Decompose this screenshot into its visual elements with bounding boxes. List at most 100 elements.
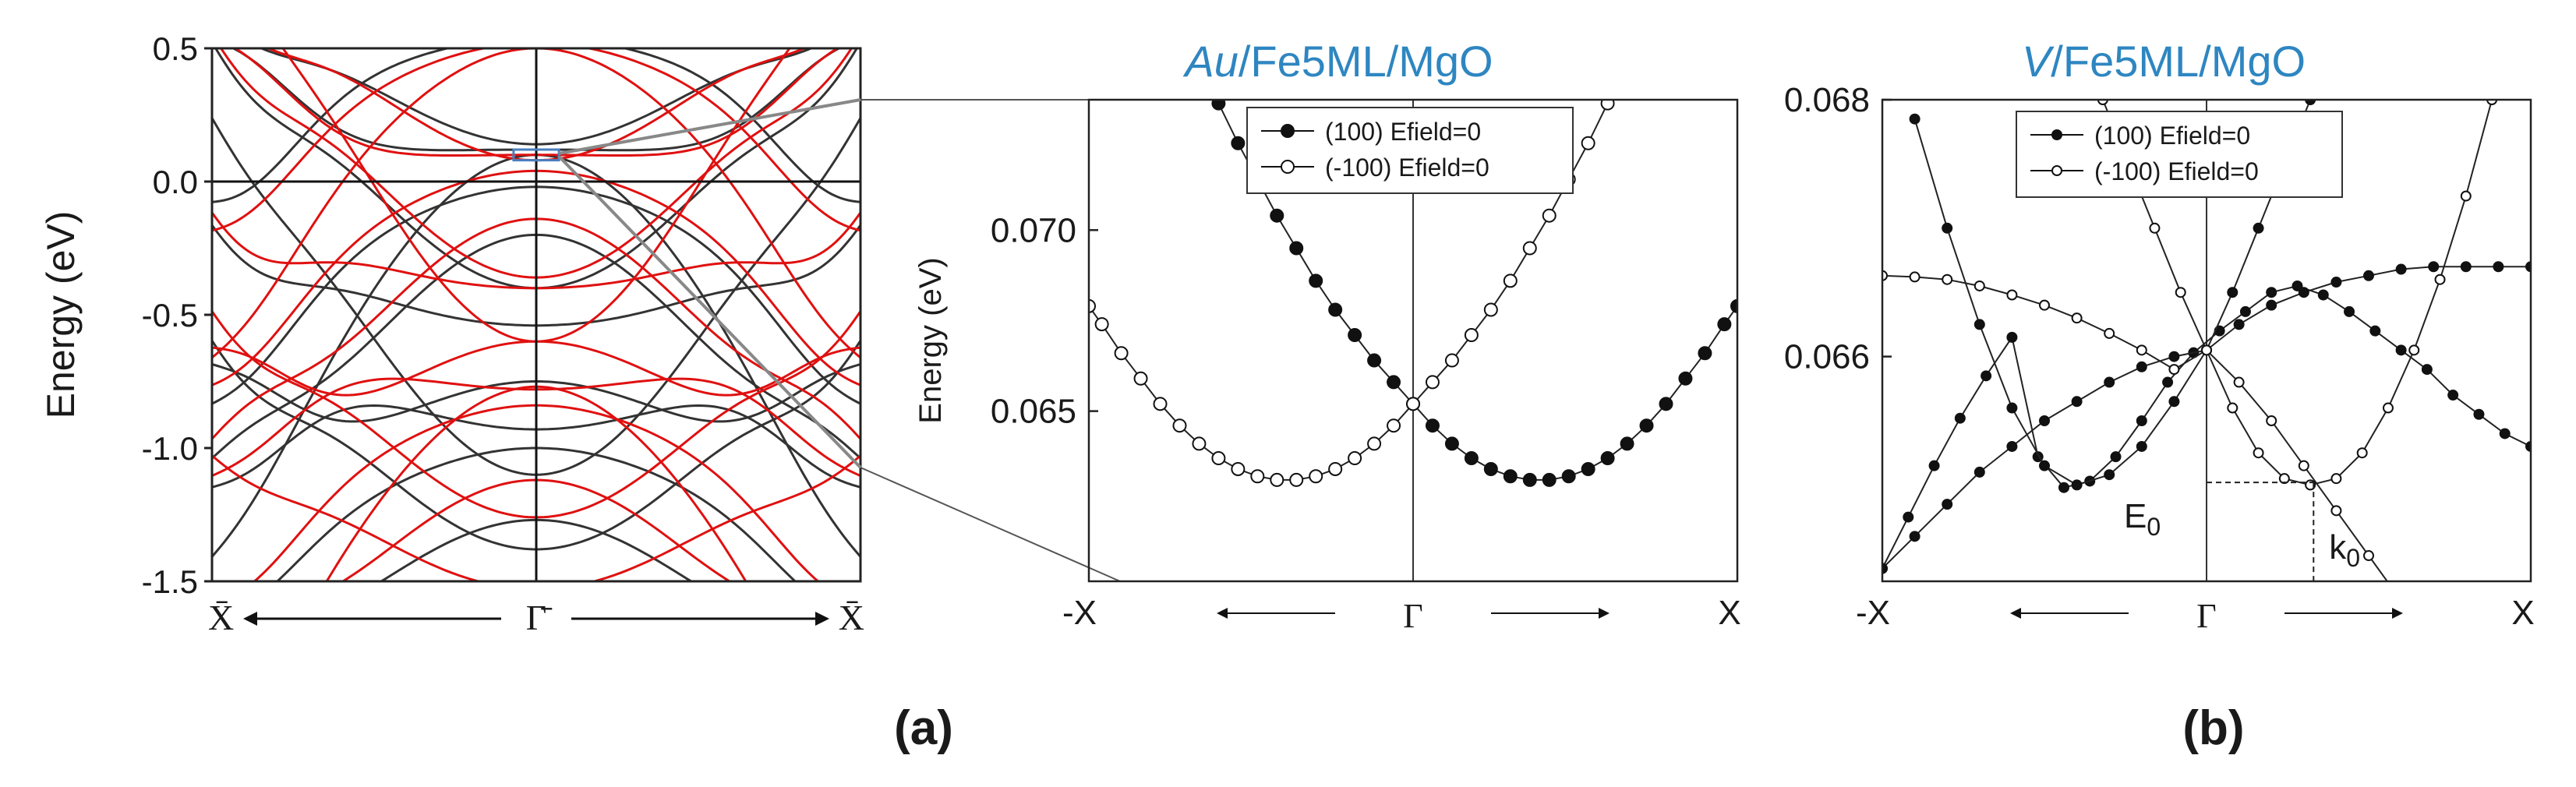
v-zoom-panel: 0.068 0.066 -X Γ X V/Fe5ML/MgO (100) Efield=0 (…: [1784, 37, 2535, 689]
v-ytick-label: 0.068: [1784, 81, 1870, 119]
v-point-open: [2382, 402, 2394, 414]
au-title-metal: Au: [1182, 37, 1239, 86]
v-data-group: [1882, 100, 2531, 689]
au-point-open: [1483, 302, 1498, 317]
au-point-open: [1309, 469, 1323, 484]
v-point-filled: [2227, 287, 2239, 298]
v-point-open: [2104, 327, 2115, 339]
v-point-open: [2397, 596, 2406, 605]
band-arrow-right-head: [815, 612, 829, 626]
au-point-filled: [1717, 317, 1732, 332]
au-point-filled: [1483, 461, 1498, 476]
v-point-filled: [1981, 370, 1992, 382]
band-ytick-label: -0.5: [142, 297, 198, 334]
v-point-filled: [2317, 289, 2329, 301]
band-line-red-15: [212, 48, 860, 359]
au-point-filled: [1270, 208, 1284, 223]
v-point-filled: [1909, 531, 1921, 542]
band-ytick-label: -1.5: [142, 563, 198, 600]
v-point-filled: [2239, 305, 2251, 317]
v-point-filled: [2253, 222, 2264, 234]
v-point-filled: [2369, 325, 2381, 337]
panel-label-b: (b): [2182, 701, 2244, 755]
v-point-open: [2097, 100, 2108, 105]
v-point-filled: [2395, 344, 2407, 356]
au-xtick-center: Γ: [1403, 597, 1422, 635]
au-point-open: [1522, 241, 1537, 256]
v-point-open: [2408, 344, 2420, 356]
au-title-stack: /Fe5ML/MgO: [1239, 37, 1493, 86]
v-point-filled: [2292, 280, 2303, 291]
v-point-filled: [1974, 319, 1985, 330]
au-point-filled: [1231, 136, 1246, 150]
v-point-open: [1882, 270, 1888, 281]
zoom-line-lower: [557, 155, 862, 469]
au-point-filled: [1289, 241, 1304, 256]
au-point-open: [1094, 317, 1109, 332]
band-ytick-label: 0.0: [153, 164, 198, 200]
v-legend-marker: [2051, 129, 2062, 140]
au-legend-label: (-100) Efield=0: [1325, 154, 1489, 182]
au-point-filled: [1561, 469, 1576, 484]
k0-sub: 0: [2346, 544, 2360, 572]
panel-label-a: (a): [894, 701, 953, 755]
band-arrow-left-head: [243, 612, 257, 626]
v-point-filled: [2071, 479, 2083, 491]
au-point-filled: [1387, 375, 1401, 390]
v-point-filled: [2305, 100, 2316, 105]
v-point-open: [2460, 190, 2472, 202]
v-point-open: [2149, 222, 2161, 234]
v-point-filled: [2525, 261, 2531, 273]
v-point-filled: [2168, 351, 2180, 362]
v-legend-box: [2016, 111, 2343, 198]
au-point-open: [1192, 436, 1207, 451]
zoom-box: [512, 148, 560, 162]
v-point-filled: [2330, 277, 2342, 288]
au-point-filled: [1503, 469, 1518, 484]
v-point-filled: [2039, 460, 2050, 471]
au-point-filled: [1328, 302, 1343, 317]
v-point-open: [2266, 415, 2277, 426]
v-point-filled: [2136, 361, 2147, 372]
v-point-filled: [2006, 440, 2018, 452]
au-point-filled: [1425, 418, 1440, 433]
au-point-open: [1444, 353, 1459, 368]
au-point-filled: [1367, 353, 1382, 368]
v-point-filled: [2499, 428, 2511, 439]
v-point-filled: [2006, 331, 2018, 343]
band-xtick-center: Γ̄: [526, 598, 553, 637]
v-point-filled: [2058, 482, 2069, 493]
band-structure-panel: 0.5 0.0 -0.5 -1.0 -1.5 Energy (eV) X̄ Γ̄ X̄: [39, 30, 864, 637]
v-frame: [1881, 98, 2532, 583]
au-point-filled: [1348, 328, 1362, 343]
v-ytick-label: 0.066: [1784, 338, 1870, 376]
v-point-filled: [2136, 440, 2147, 452]
v-point-open: [2175, 287, 2186, 298]
e0-label: E0: [2124, 497, 2161, 541]
v-point-open: [2461, 679, 2471, 689]
au-legend-box: [1246, 107, 1574, 194]
au-point-filled: [1581, 461, 1595, 476]
v-point-filled: [2136, 415, 2147, 426]
v-point-open: [2201, 344, 2212, 356]
v-point-filled: [2344, 305, 2355, 317]
v-point-filled: [1954, 412, 1966, 424]
v-point-filled: [2428, 261, 2440, 273]
au-arrow-left-head: [1217, 608, 1228, 619]
v-title-stack: /Fe5ML/MgO: [2051, 37, 2306, 86]
v-point-open: [2434, 274, 2446, 285]
v-point-open: [2168, 364, 2180, 376]
au-point-open: [1600, 100, 1615, 111]
au-point-open: [1153, 397, 1168, 411]
au-point-filled: [1620, 436, 1634, 451]
v-title-metal: V: [2022, 37, 2055, 86]
au-point-open: [1348, 451, 1362, 466]
v-point-filled: [2363, 270, 2374, 281]
au-point-filled: [1678, 371, 1693, 386]
zoom-line-upper: [558, 98, 861, 155]
au-point-open: [1172, 418, 1187, 433]
v-point-filled: [2104, 376, 2115, 388]
au-point-filled: [1542, 472, 1557, 487]
au-point-open: [1270, 472, 1284, 487]
